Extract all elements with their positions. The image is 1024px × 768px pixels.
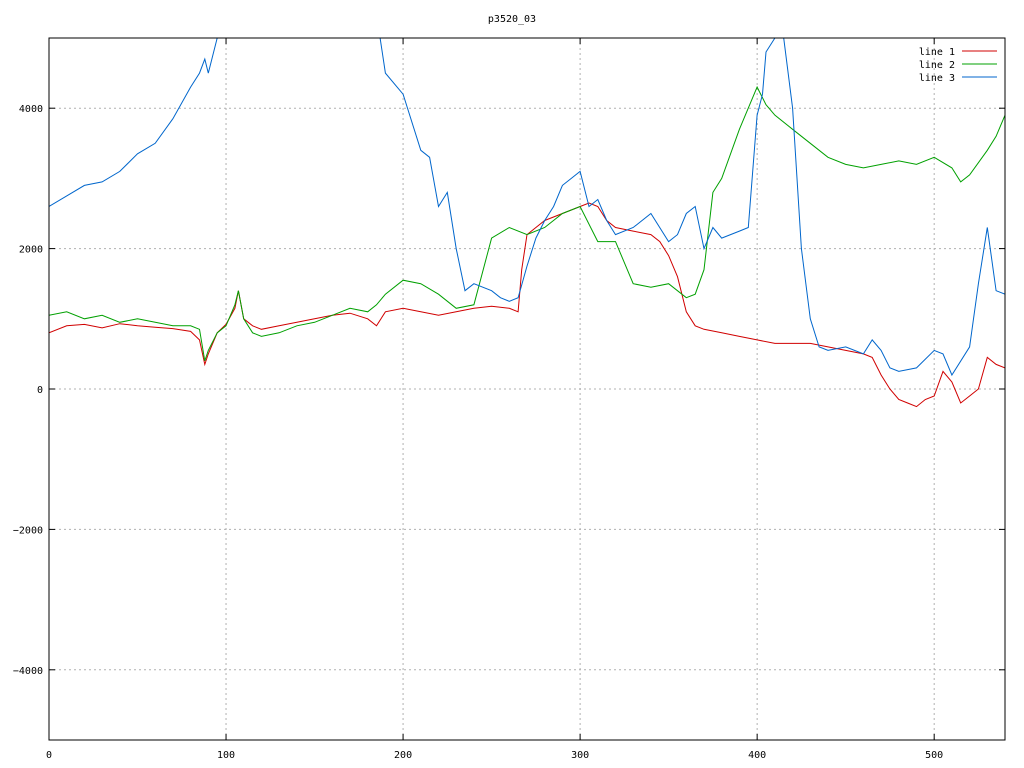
y-tick-label: 2000 [19,245,43,256]
legend-label-3: line 3 [919,73,955,84]
x-tick-label: 500 [925,750,943,761]
series-line-3 [49,38,1005,377]
x-tick-label: 100 [217,750,235,761]
chart-title: p3520_03 [488,14,536,25]
y-tick-label: 0 [37,385,43,396]
x-tick-label: 400 [748,750,766,761]
grid [49,38,1005,740]
y-tick-label: −2000 [13,525,43,536]
legend-label-1: line 1 [919,47,955,58]
series-layer [49,38,1005,408]
y-tick-label: 4000 [19,104,43,115]
x-tick-label: 300 [571,750,589,761]
x-tick-label: 200 [394,750,412,761]
legend-label-2: line 2 [919,60,955,71]
legend: line 1 line 2 line 3 [919,47,997,84]
x-tick-label: 0 [46,750,52,761]
axis-ticks: 0 100 200 300 400 500 −4000 −2000 0 2000 4000 [13,38,1005,761]
series-line-2 [49,85,1005,362]
y-tick-label: −4000 [13,666,43,677]
